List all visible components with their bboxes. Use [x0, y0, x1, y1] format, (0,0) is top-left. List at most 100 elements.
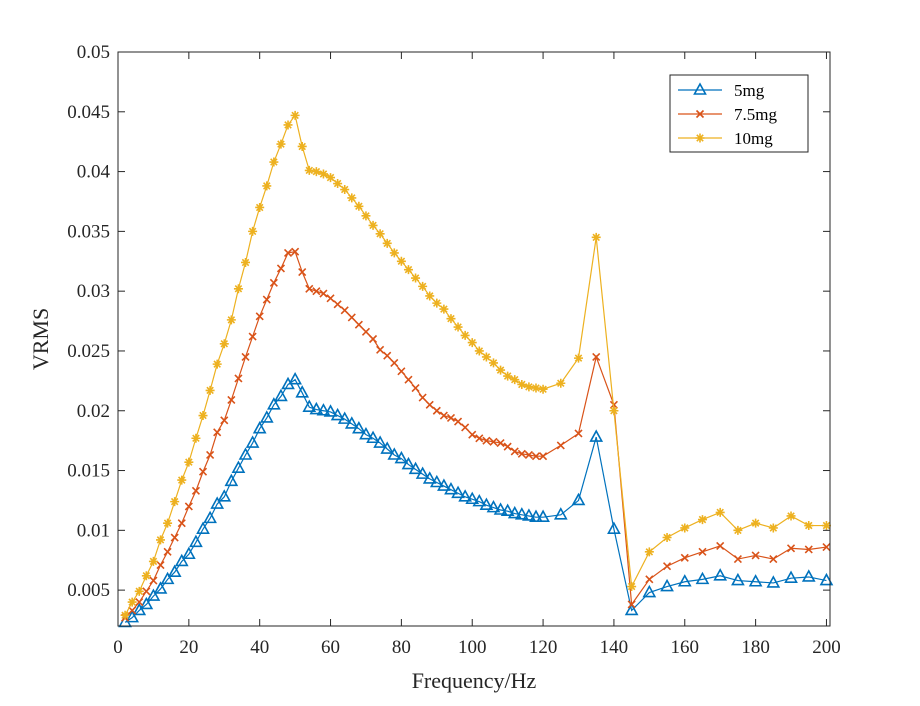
data-point: [184, 502, 193, 511]
data-point: [153, 581, 168, 594]
data-point: [698, 547, 707, 556]
data-point: [291, 247, 300, 256]
data-point: [538, 384, 548, 394]
data-point: [248, 332, 257, 341]
data-point: [156, 535, 166, 545]
data-point: [323, 404, 338, 417]
y-axis-label: VRMS: [28, 308, 53, 370]
x-tick-label: 140: [600, 637, 629, 658]
x-tick-label: 200: [812, 637, 841, 658]
data-point: [716, 541, 725, 550]
axes-box: [117, 51, 831, 627]
data-point: [589, 429, 604, 442]
data-point: [607, 521, 621, 534]
data-point: [189, 534, 203, 548]
data-point: [493, 502, 508, 515]
data-point: [361, 327, 371, 336]
data-point: [269, 157, 279, 167]
data-point: [191, 486, 200, 495]
data-point: [531, 383, 541, 393]
data-point: [142, 587, 151, 596]
data-point: [751, 551, 760, 560]
data-point: [312, 287, 321, 296]
data-point: [156, 560, 165, 570]
series-7.5mg: [121, 247, 831, 622]
data-point: [340, 185, 350, 195]
data-point: [645, 575, 654, 584]
data-point: [396, 256, 406, 266]
data-point: [465, 491, 480, 505]
data-point: [591, 232, 601, 242]
data-point: [539, 452, 548, 461]
data-point: [822, 543, 831, 552]
data-point: [496, 365, 506, 375]
data-point: [804, 521, 814, 531]
data-point: [354, 201, 364, 211]
data-point: [500, 503, 515, 517]
data-point: [318, 169, 328, 179]
data-point: [425, 400, 434, 409]
y-tick-label: 0.04: [77, 162, 111, 183]
data-point: [375, 229, 385, 239]
data-point: [276, 139, 286, 149]
legend-label: 5mg: [734, 81, 765, 100]
data-point: [380, 441, 395, 454]
data-point: [397, 367, 406, 376]
series-10mg: [120, 110, 831, 620]
data-point: [529, 509, 543, 522]
data-point: [536, 509, 550, 522]
data-point: [212, 359, 222, 369]
data-point: [304, 165, 314, 175]
data-point: [241, 257, 251, 267]
data-point: [213, 428, 222, 437]
data-point: [231, 460, 246, 473]
data-point: [556, 378, 566, 388]
data-point: [786, 511, 796, 521]
data-point: [217, 489, 232, 502]
data-point: [556, 441, 565, 450]
data-point: [403, 265, 413, 275]
data-point: [177, 475, 187, 485]
data-point: [245, 435, 260, 448]
data-point: [184, 457, 194, 467]
data-point: [731, 572, 745, 586]
data-point: [252, 421, 267, 434]
data-point: [174, 553, 189, 567]
data-point: [326, 294, 335, 303]
data-point: [198, 411, 208, 421]
x-tick-label: 160: [671, 637, 700, 658]
data-point: [288, 371, 302, 385]
data-point: [198, 467, 208, 476]
data-point: [297, 141, 307, 151]
data-point: [226, 315, 236, 325]
data-point: [146, 588, 161, 601]
data-point: [571, 492, 586, 506]
data-point: [475, 434, 484, 443]
data-point: [330, 407, 345, 421]
data-point: [418, 393, 427, 402]
data-point: [531, 452, 541, 461]
data-point: [283, 248, 293, 257]
x-axis: 0 20 40 60 80 100 120 140 160 180 200: [113, 52, 841, 658]
data-point: [139, 596, 154, 610]
data-point: [461, 423, 470, 432]
data-point: [333, 179, 343, 189]
data-point: [390, 358, 399, 367]
data-point: [748, 574, 763, 587]
data-point: [262, 181, 272, 191]
data-point: [347, 313, 356, 322]
y-tick-label: 0.035: [67, 221, 110, 242]
data-point: [510, 447, 519, 456]
data-point: [255, 202, 265, 212]
data-point: [210, 496, 225, 509]
data-point: [446, 314, 456, 324]
x-tick-label: 20: [179, 637, 198, 658]
data-point: [383, 351, 392, 360]
data-point: [713, 568, 728, 581]
data-point: [786, 544, 796, 553]
data-point: [337, 411, 352, 424]
data-point: [373, 435, 387, 448]
data-point: [627, 582, 637, 592]
data-point: [219, 339, 229, 349]
data-point: [148, 556, 158, 566]
